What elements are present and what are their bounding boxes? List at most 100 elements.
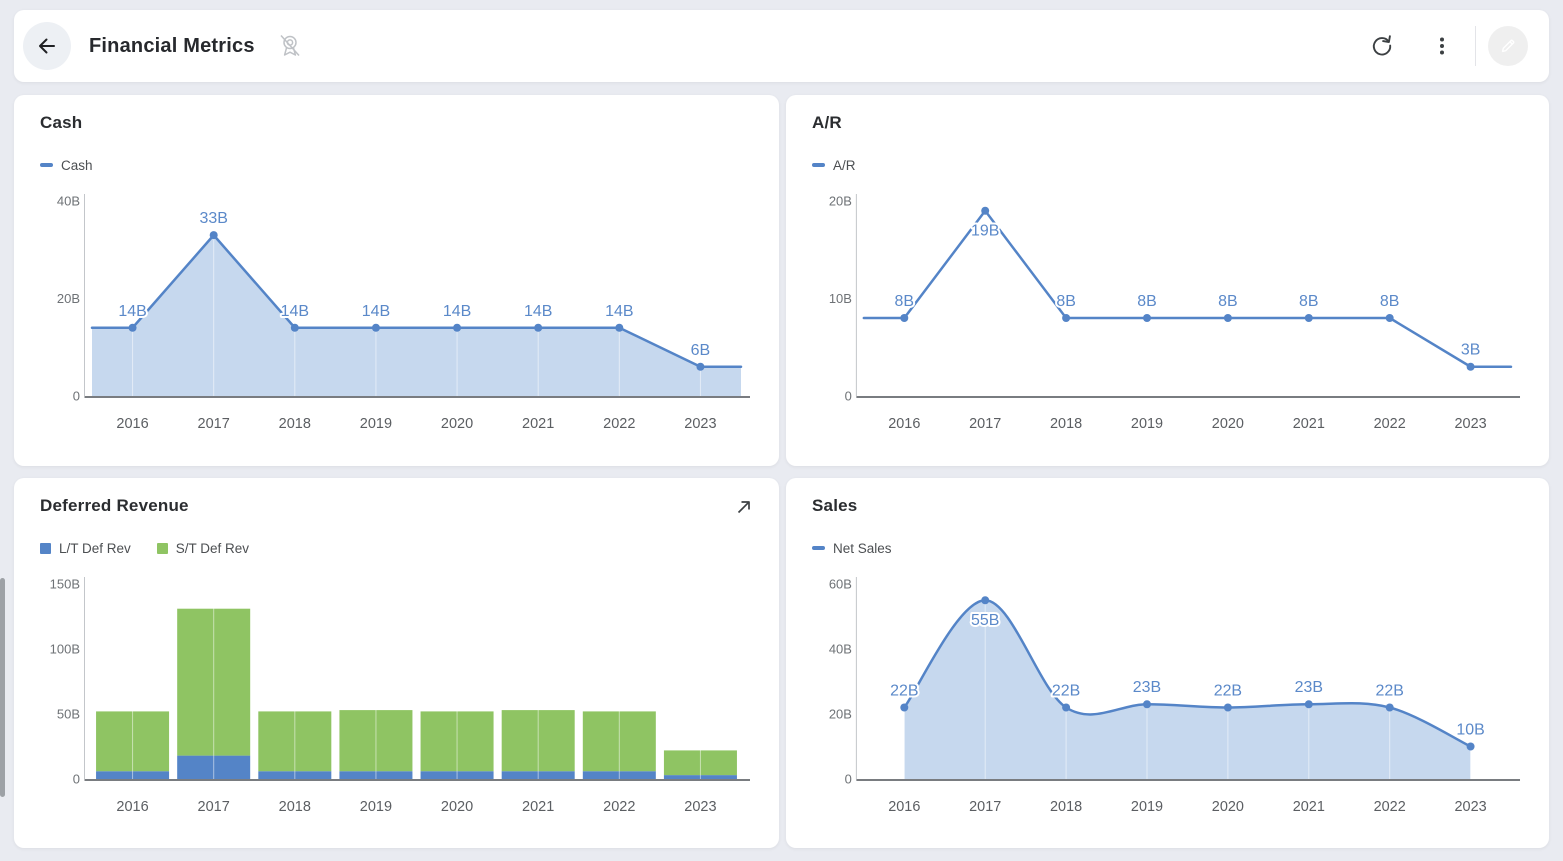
header-divider bbox=[1475, 26, 1476, 66]
svg-text:8B: 8B bbox=[895, 293, 915, 310]
unpin-ribbon-icon[interactable] bbox=[275, 31, 305, 61]
svg-text:0: 0 bbox=[73, 389, 80, 404]
svg-text:20B: 20B bbox=[829, 193, 852, 208]
chart-card-sales: Sales Net Sales 60B 40B 20B 0 22B 55B 22B 23B 22… bbox=[786, 478, 1549, 848]
chart-card-deferred-revenue: Deferred Revenue L/T Def Rev S/T Def Rev … bbox=[14, 478, 779, 848]
legend-item[interactable]: L/T Def Rev bbox=[40, 541, 131, 556]
svg-text:60B: 60B bbox=[829, 576, 852, 591]
svg-text:150B: 150B bbox=[50, 577, 80, 592]
svg-text:23B: 23B bbox=[1133, 679, 1161, 696]
legend-item[interactable]: Net Sales bbox=[812, 541, 892, 556]
svg-text:20B: 20B bbox=[829, 706, 852, 721]
chart-title-deferred-revenue: Deferred Revenue bbox=[40, 496, 189, 515]
svg-text:8B: 8B bbox=[1299, 293, 1319, 310]
sales-chart[interactable]: 60B 40B 20B 0 22B 55B 22B 23B 22B 23B 22B 10B 2016 20… bbox=[812, 570, 1523, 822]
legend-label: S/T Def Rev bbox=[175, 540, 250, 556]
svg-text:2017: 2017 bbox=[198, 799, 230, 815]
svg-text:2016: 2016 bbox=[888, 416, 920, 432]
svg-text:2018: 2018 bbox=[279, 799, 311, 815]
ar-chart[interactable]: 20B 10B 0 8B 19B 8B 8B 8B 8B 8B 3B 2016 2017 2018 2019… bbox=[812, 187, 1523, 439]
svg-text:2017: 2017 bbox=[969, 799, 1001, 815]
svg-text:55B: 55B bbox=[971, 612, 999, 629]
edit-pencil-icon bbox=[1501, 39, 1515, 53]
legend-dash-marker-icon bbox=[40, 163, 53, 167]
svg-text:8B: 8B bbox=[1380, 293, 1400, 310]
chart-title-cash: Cash bbox=[40, 113, 83, 132]
svg-text:14B: 14B bbox=[605, 303, 633, 320]
chart-title-ar: A/R bbox=[812, 113, 842, 132]
svg-text:2021: 2021 bbox=[522, 416, 554, 432]
svg-text:2018: 2018 bbox=[279, 416, 311, 432]
svg-text:2022: 2022 bbox=[1374, 799, 1406, 815]
svg-text:23B: 23B bbox=[1295, 679, 1323, 696]
svg-text:3B: 3B bbox=[1461, 342, 1481, 359]
svg-text:2020: 2020 bbox=[441, 416, 473, 432]
chart-legend-ar: A/R bbox=[812, 156, 1523, 174]
expand-button[interactable] bbox=[735, 498, 753, 516]
svg-text:40B: 40B bbox=[829, 641, 852, 656]
svg-text:19B: 19B bbox=[971, 223, 999, 240]
svg-text:2023: 2023 bbox=[684, 799, 716, 815]
svg-text:22B: 22B bbox=[890, 682, 918, 699]
svg-text:0: 0 bbox=[845, 771, 852, 786]
chart-card-cash: Cash Cash 40B 20B 0 14B 33B 14B 14B 14B 14B 14B 6B… bbox=[14, 95, 779, 466]
svg-text:8B: 8B bbox=[1137, 293, 1157, 310]
chart-legend-deferred-revenue: L/T Def Rev S/T Def Rev bbox=[40, 539, 753, 557]
svg-text:2021: 2021 bbox=[522, 799, 554, 815]
more-menu-button[interactable] bbox=[1422, 26, 1462, 66]
svg-text:0: 0 bbox=[845, 388, 852, 403]
chart-legend-sales: Net Sales bbox=[812, 539, 1523, 557]
svg-text:14B: 14B bbox=[443, 303, 471, 320]
svg-text:2019: 2019 bbox=[360, 799, 392, 815]
svg-text:100B: 100B bbox=[50, 642, 80, 657]
svg-text:10B: 10B bbox=[1456, 721, 1484, 738]
svg-text:2019: 2019 bbox=[1131, 416, 1163, 432]
dashboard-grid: Cash Cash 40B 20B 0 14B 33B 14B 14B 14B 14B 14B 6B… bbox=[14, 95, 1549, 848]
expand-arrow-icon bbox=[737, 501, 750, 514]
chart-legend-cash: Cash bbox=[40, 156, 753, 174]
svg-text:0: 0 bbox=[73, 772, 80, 787]
refresh-button[interactable] bbox=[1362, 26, 1402, 66]
svg-text:2016: 2016 bbox=[888, 799, 920, 815]
svg-text:20B: 20B bbox=[57, 291, 80, 306]
svg-text:2020: 2020 bbox=[1212, 416, 1244, 432]
cash-chart[interactable]: 40B 20B 0 14B 33B 14B 14B 14B 14B 14B 6B 2016 2017 20… bbox=[40, 187, 753, 439]
svg-text:2019: 2019 bbox=[1131, 799, 1163, 815]
svg-text:10B: 10B bbox=[829, 291, 852, 306]
legend-dash-marker-icon bbox=[812, 163, 825, 167]
legend-label: Net Sales bbox=[833, 540, 892, 556]
svg-text:2023: 2023 bbox=[684, 416, 716, 432]
legend-item[interactable]: A/R bbox=[812, 158, 856, 173]
refresh-icon bbox=[1372, 35, 1392, 56]
svg-text:40B: 40B bbox=[57, 194, 80, 209]
svg-text:2021: 2021 bbox=[1293, 416, 1325, 432]
more-vertical-icon bbox=[1440, 37, 1444, 55]
deferred-revenue-chart[interactable]: 150B 100B 50B 0 2016 2017 2018 2019 2020 2021 2022… bbox=[40, 570, 753, 822]
svg-text:14B: 14B bbox=[281, 303, 309, 320]
edit-button[interactable] bbox=[1488, 26, 1528, 66]
svg-text:2023: 2023 bbox=[1455, 799, 1487, 815]
svg-text:2020: 2020 bbox=[1212, 799, 1244, 815]
legend-item[interactable]: Cash bbox=[40, 158, 93, 173]
chart-card-ar: A/R A/R 20B 10B 0 8B 19B 8B 8B 8B 8B 8B 3B 2016 2017… bbox=[786, 95, 1549, 466]
chart-title-sales: Sales bbox=[812, 496, 858, 515]
svg-text:22B: 22B bbox=[1375, 682, 1403, 699]
legend-item[interactable]: S/T Def Rev bbox=[156, 540, 250, 556]
back-arrow-icon bbox=[39, 38, 55, 54]
legend-label: Cash bbox=[61, 157, 93, 173]
svg-text:14B: 14B bbox=[118, 303, 146, 320]
svg-text:22B: 22B bbox=[1214, 682, 1242, 699]
svg-text:2020: 2020 bbox=[441, 799, 473, 815]
back-button[interactable] bbox=[23, 22, 71, 70]
svg-text:22B: 22B bbox=[1052, 682, 1080, 699]
legend-label: A/R bbox=[833, 157, 856, 173]
scrollbar-thumb[interactable] bbox=[0, 578, 5, 797]
svg-text:2022: 2022 bbox=[1374, 416, 1406, 432]
svg-text:2017: 2017 bbox=[198, 416, 230, 432]
svg-text:2022: 2022 bbox=[603, 799, 635, 815]
svg-text:2022: 2022 bbox=[603, 416, 635, 432]
page-title: Financial Metrics bbox=[89, 34, 255, 57]
svg-text:8B: 8B bbox=[1218, 293, 1238, 310]
svg-text:2023: 2023 bbox=[1455, 416, 1487, 432]
svg-text:14B: 14B bbox=[524, 303, 552, 320]
